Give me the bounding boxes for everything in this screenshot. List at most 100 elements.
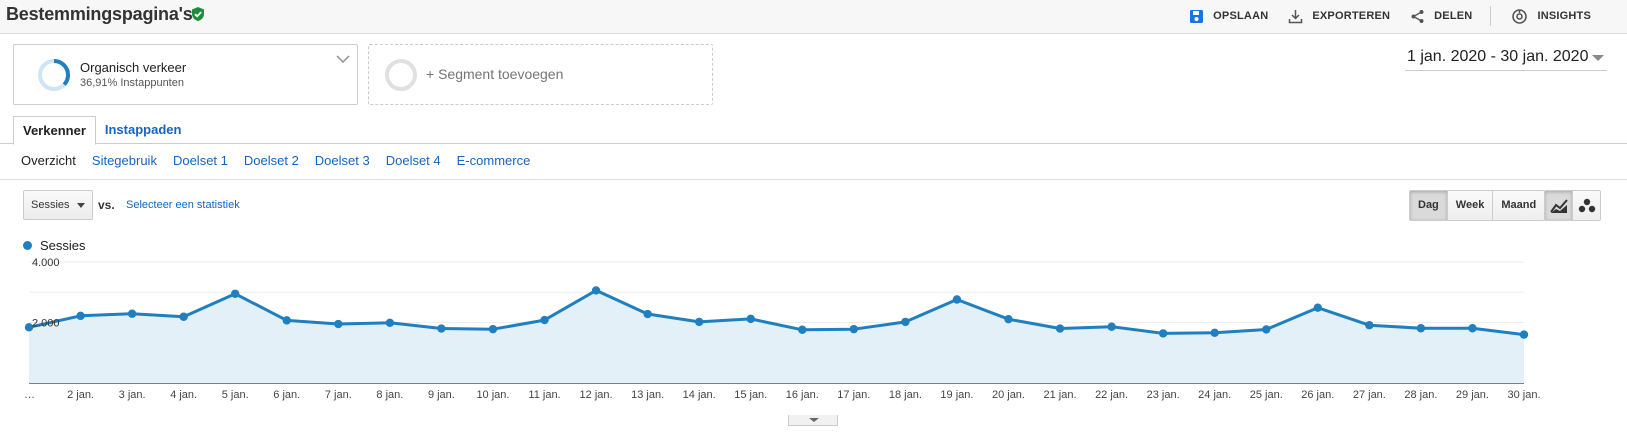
share-button[interactable]: DELEN [1410,9,1472,24]
x-tick-label: 27 jan. [1353,389,1386,401]
share-icon [1411,9,1424,23]
y-tick-label: 4.000 [32,257,60,269]
series-line [28,288,1525,337]
caret-down-icon [77,203,85,208]
x-tick-label: 7 jan. [325,389,352,401]
x-tick-label: 5 jan. [222,389,249,401]
subnav-overview[interactable]: Overzicht [21,153,76,168]
insights-label: INSIGHTS [1537,10,1591,22]
bubble-chart-icon [1578,198,1595,212]
data-point [488,324,498,334]
data-point [643,309,652,319]
x-tick-label: … [24,389,35,401]
save-icon [1190,9,1204,23]
x-tick-label: 26 jan. [1301,389,1334,401]
sessions-line-chart: 4.000 2.000 … 2 jan. 3 jan. 4 jan. 5 jan. 6 ja… [24,257,1541,401]
x-tick-label: 25 jan. [1250,389,1283,401]
x-tick-label: 6 jan. [273,389,300,401]
segment-organic-traffic[interactable]: Organisch verkeer 36,91% Instappunten [13,44,358,105]
chevron-down-icon [809,418,819,422]
chevron-down-icon[interactable] [335,53,351,65]
x-tick-label: 22 jan. [1095,389,1128,401]
data-point [437,324,446,333]
share-label: DELEN [1434,10,1473,22]
x-tick-label: 11 jan. [528,389,560,401]
x-tick-label: 28 jan. [1404,389,1437,401]
insights-button[interactable]: INSIGHTS [1511,8,1591,25]
save-button[interactable]: OPSLAAN [1189,9,1268,24]
insights-icon [1512,8,1528,24]
tab-entrance-paths[interactable]: Instappaden [104,122,182,137]
download-icon [1289,9,1303,23]
period-month-button[interactable]: Maand [1492,190,1546,221]
x-tick-label: 16 jan. [786,389,819,401]
x-tick-label: 14 jan. [683,389,716,401]
date-range-picker[interactable]: 1 jan. 2020 - 30 jan. 2020 [1405,47,1607,71]
period-week-button[interactable]: Week [1446,190,1494,221]
segment-share-ring-icon [38,59,70,91]
data-point [849,324,859,334]
y-tick-label: 2.000 [32,318,60,330]
metric-select[interactable]: Sessies [23,190,93,220]
subnav-ecommerce[interactable]: E-commerce [456,153,531,168]
x-tick-label: 18 jan. [889,389,922,401]
subnav-goal-set-3[interactable]: Doelset 3 [314,153,370,168]
motion-chart-view-button[interactable] [1572,190,1601,221]
legend-swatch [23,241,32,250]
x-tick-label: 21 jan. [1044,389,1077,401]
tab-explorer[interactable]: Verkenner [13,116,96,145]
add-segment-label: + Segment toevoegen [426,66,564,82]
actions-divider [1490,6,1492,26]
data-point [901,317,910,327]
x-tick-label: 3 jan. [119,389,146,401]
x-tick-label: 29 jan. [1456,389,1489,401]
segment-share-text: 36,91% Instappunten [80,77,184,89]
metric-select-value: Sessies [31,199,70,211]
x-tick-label: 9 jan. [428,389,455,401]
x-tick-label: 8 jan. [376,389,403,401]
data-point [1365,321,1374,330]
x-tick-label: 23 jan. [1147,389,1180,401]
date-range-text: 1 jan. 2020 - 30 jan. 2020 [1407,48,1589,65]
data-point [1210,328,1219,337]
data-point [385,318,395,328]
data-point [127,309,137,318]
data-point [540,315,549,325]
data-point [746,314,755,324]
subnav-goal-set-4[interactable]: Doelset 4 [385,153,441,168]
data-point [282,316,291,325]
subnav-goal-set-1[interactable]: Doelset 1 [172,153,228,168]
data-point [1519,330,1529,339]
data-point [179,312,188,321]
data-point [231,289,240,298]
vs-label: vs. [98,198,115,212]
tabs-divider [0,143,1627,144]
x-tick-label: 2 jan. [67,389,94,401]
select-statistic-link[interactable]: Selecteer een statistiek [126,199,240,211]
verified-shield-icon [192,7,204,21]
legend-label: Sessies [40,238,86,253]
x-tick-label: 20 jan. [992,389,1025,401]
period-day-button[interactable]: Dag [1409,190,1448,221]
x-tick-label: 19 jan. [940,389,973,401]
data-point [591,286,601,295]
period-switcher: Dag Week Maand [1409,190,1546,221]
line-chart-view-button[interactable] [1544,190,1573,221]
data-point [76,311,85,321]
chart-expand-handle[interactable] [788,415,838,426]
series-area [29,290,1524,383]
data-point [1313,303,1322,312]
add-segment-button[interactable]: + Segment toevoegen [368,44,713,105]
data-point [1004,314,1013,324]
x-tick-label: 13 jan. [631,389,664,401]
x-tick-label: 4 jan. [170,389,197,401]
data-point [1468,324,1477,333]
data-point [1416,324,1426,333]
subnav-site-usage[interactable]: Sitegebruik [91,153,157,168]
data-point [24,323,34,332]
subnav-goal-set-2[interactable]: Doelset 2 [243,153,299,168]
export-button[interactable]: EXPORTEREN [1288,9,1390,24]
export-label: EXPORTEREN [1312,10,1391,22]
caret-down-icon [1592,55,1604,61]
x-tick-label: 17 jan. [837,389,870,401]
